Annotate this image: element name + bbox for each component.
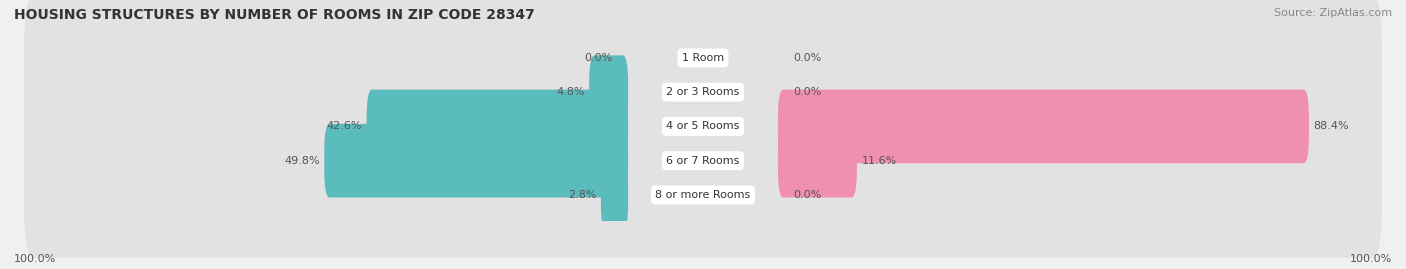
FancyBboxPatch shape <box>24 29 1382 155</box>
FancyBboxPatch shape <box>367 90 628 163</box>
FancyBboxPatch shape <box>778 124 856 197</box>
FancyBboxPatch shape <box>24 0 1382 121</box>
Text: Source: ZipAtlas.com: Source: ZipAtlas.com <box>1274 8 1392 18</box>
Text: 0.0%: 0.0% <box>793 53 821 63</box>
Text: 2.8%: 2.8% <box>568 190 596 200</box>
Text: 0.0%: 0.0% <box>793 190 821 200</box>
FancyBboxPatch shape <box>589 55 628 129</box>
Text: 100.0%: 100.0% <box>14 254 56 264</box>
Text: 0.0%: 0.0% <box>585 53 613 63</box>
Text: HOUSING STRUCTURES BY NUMBER OF ROOMS IN ZIP CODE 28347: HOUSING STRUCTURES BY NUMBER OF ROOMS IN… <box>14 8 534 22</box>
Text: 8 or more Rooms: 8 or more Rooms <box>655 190 751 200</box>
Text: 4 or 5 Rooms: 4 or 5 Rooms <box>666 121 740 132</box>
FancyBboxPatch shape <box>24 63 1382 189</box>
Text: 88.4%: 88.4% <box>1313 121 1350 132</box>
FancyBboxPatch shape <box>24 98 1382 224</box>
FancyBboxPatch shape <box>778 90 1309 163</box>
Text: 6 or 7 Rooms: 6 or 7 Rooms <box>666 156 740 166</box>
Text: 2 or 3 Rooms: 2 or 3 Rooms <box>666 87 740 97</box>
Text: 100.0%: 100.0% <box>1350 254 1392 264</box>
Text: 42.6%: 42.6% <box>326 121 361 132</box>
FancyBboxPatch shape <box>600 158 628 232</box>
Text: 49.8%: 49.8% <box>284 156 319 166</box>
Text: 0.0%: 0.0% <box>793 87 821 97</box>
Text: 11.6%: 11.6% <box>862 156 897 166</box>
Text: 1 Room: 1 Room <box>682 53 724 63</box>
Text: 4.8%: 4.8% <box>555 87 585 97</box>
FancyBboxPatch shape <box>24 132 1382 258</box>
FancyBboxPatch shape <box>325 124 628 197</box>
